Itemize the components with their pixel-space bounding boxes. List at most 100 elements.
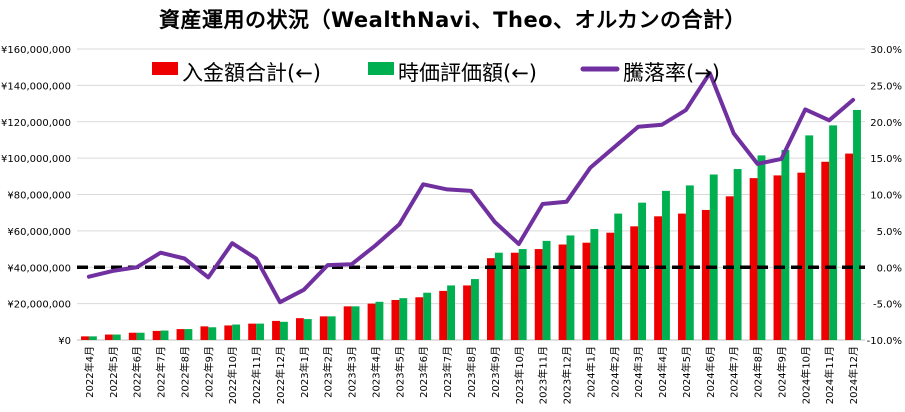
bar: [343, 306, 352, 340]
bar: [853, 109, 861, 340]
x-tick-label: 2024年10月: [799, 346, 812, 404]
bar: [582, 242, 591, 340]
y-left-tick-label: ¥100,000,000: [1, 154, 71, 165]
legend-label: 時価評価額(←): [398, 61, 537, 85]
line-path: [86, 71, 856, 305]
y-right-tick-label: 5.0%: [877, 227, 902, 238]
bar: [256, 323, 264, 340]
x-tick-label: 2024年1月: [584, 346, 597, 398]
bar: [152, 330, 161, 340]
bar: [81, 336, 89, 340]
x-tick-label: 2024年9月: [775, 346, 788, 398]
bar: [678, 213, 686, 340]
x-tick-label: 2022年9月: [202, 346, 215, 398]
x-tick-label: 2022年11月: [250, 346, 263, 404]
bar: [232, 324, 241, 340]
x-tick-label: 2022年12月: [274, 346, 287, 404]
x-tick-label: 2024年11月: [823, 346, 836, 404]
x-tick-label: 2022年10月: [226, 346, 239, 404]
bar: [415, 297, 424, 340]
x-tick-label: 2024年2月: [608, 346, 621, 398]
bar: [757, 155, 766, 340]
x-tick-label: 2022年8月: [178, 346, 191, 398]
bar: [773, 175, 782, 340]
bar: [606, 232, 615, 340]
legend-swatch: [152, 62, 178, 75]
bar: [112, 334, 121, 340]
bar: [709, 174, 718, 340]
bar: [224, 325, 233, 340]
bar: [638, 202, 647, 340]
bar: [797, 172, 806, 340]
bar: [805, 135, 814, 340]
bar: [272, 320, 280, 340]
x-tick-label: 2024年6月: [704, 346, 717, 398]
x-tick-label: 2022年7月: [155, 346, 168, 398]
bar: [319, 316, 328, 340]
bar: [391, 299, 400, 340]
legend-label: 入金額合計(←): [182, 61, 321, 85]
x-tick-label: 2023年2月: [322, 346, 335, 398]
x-tick-label: 2023年7月: [441, 346, 454, 398]
bar: [88, 336, 97, 340]
x-tick-label: 2023年1月: [298, 346, 311, 398]
x-tick-label: 2023年12月: [561, 346, 574, 404]
bar: [781, 149, 790, 340]
y-right-tick-label: 20.0%: [870, 118, 902, 129]
bar: [486, 258, 495, 340]
bar: [685, 185, 694, 340]
y-left-tick-label: ¥0: [58, 336, 71, 347]
bar: [248, 323, 257, 340]
x-tick-label: 2024年5月: [680, 346, 693, 398]
bar: [104, 334, 113, 340]
y-right-tick-label: -10.0%: [867, 336, 902, 347]
y-right-tick-label: 0.0%: [877, 263, 902, 274]
bar: [701, 209, 710, 340]
x-tick-label: 2022年4月: [83, 346, 96, 398]
x-tick-label: 2023年8月: [465, 346, 478, 398]
y-left-tick-label: ¥140,000,000: [1, 81, 71, 92]
x-tick-label: 2023年6月: [417, 346, 430, 398]
bar: [439, 290, 448, 340]
bar: [295, 318, 304, 340]
y-axis-left: ¥0 ¥20,000,000 ¥40,000,000 ¥60,000,000 ¥80,0…: [1, 45, 71, 347]
bar: [176, 329, 185, 340]
y-right-tick-label: 15.0%: [870, 154, 902, 165]
y-left-tick-label: ¥20,000,000: [7, 300, 71, 311]
legend: 入金額合計(←) 時価評価額(←) 騰落率(→): [152, 61, 720, 85]
bar: [160, 330, 169, 340]
bar: [447, 285, 456, 340]
bar: [471, 279, 479, 340]
bar: [662, 190, 670, 340]
bar: [303, 319, 312, 340]
y-left-tick-label: ¥80,000,000: [7, 191, 71, 202]
line-series: [86, 71, 856, 305]
x-tick-label: 2023年4月: [369, 346, 382, 398]
bar: [367, 303, 376, 340]
bar: [208, 327, 217, 340]
y-left-tick-label: ¥40,000,000: [7, 263, 71, 274]
bar: [749, 178, 758, 340]
bar: [128, 332, 137, 340]
x-tick-label: 2023年3月: [346, 346, 359, 398]
y-left-tick-label: ¥120,000,000: [1, 118, 71, 129]
bar: [845, 153, 854, 340]
x-tick-label: 2023年10月: [513, 346, 526, 404]
bar: [534, 249, 543, 340]
x-tick-label: 2022年6月: [131, 346, 144, 398]
x-tick-label: 2024年8月: [752, 346, 765, 398]
x-tick-label: 2024年7月: [728, 346, 741, 398]
bar: [463, 285, 471, 340]
x-axis: 2022年4月 2022年5月 2022年6月 2022年7月 2022年8月 2022年…: [83, 346, 860, 404]
bar: [518, 249, 527, 340]
bar: [733, 169, 742, 340]
legend-label: 騰落率(→): [623, 61, 720, 85]
y-axis-right: -10.0% -5.0% 0.0% 5.0% 10.0% 15.0% 20.0% 25.0% 3…: [867, 45, 902, 347]
x-tick-label: 2023年5月: [393, 346, 406, 398]
bar: [136, 332, 145, 340]
x-tick-label: 2024年3月: [632, 346, 645, 398]
y-right-tick-label: -5.0%: [873, 300, 902, 311]
bar: [200, 326, 209, 340]
x-tick-label: 2024年12月: [847, 346, 860, 404]
